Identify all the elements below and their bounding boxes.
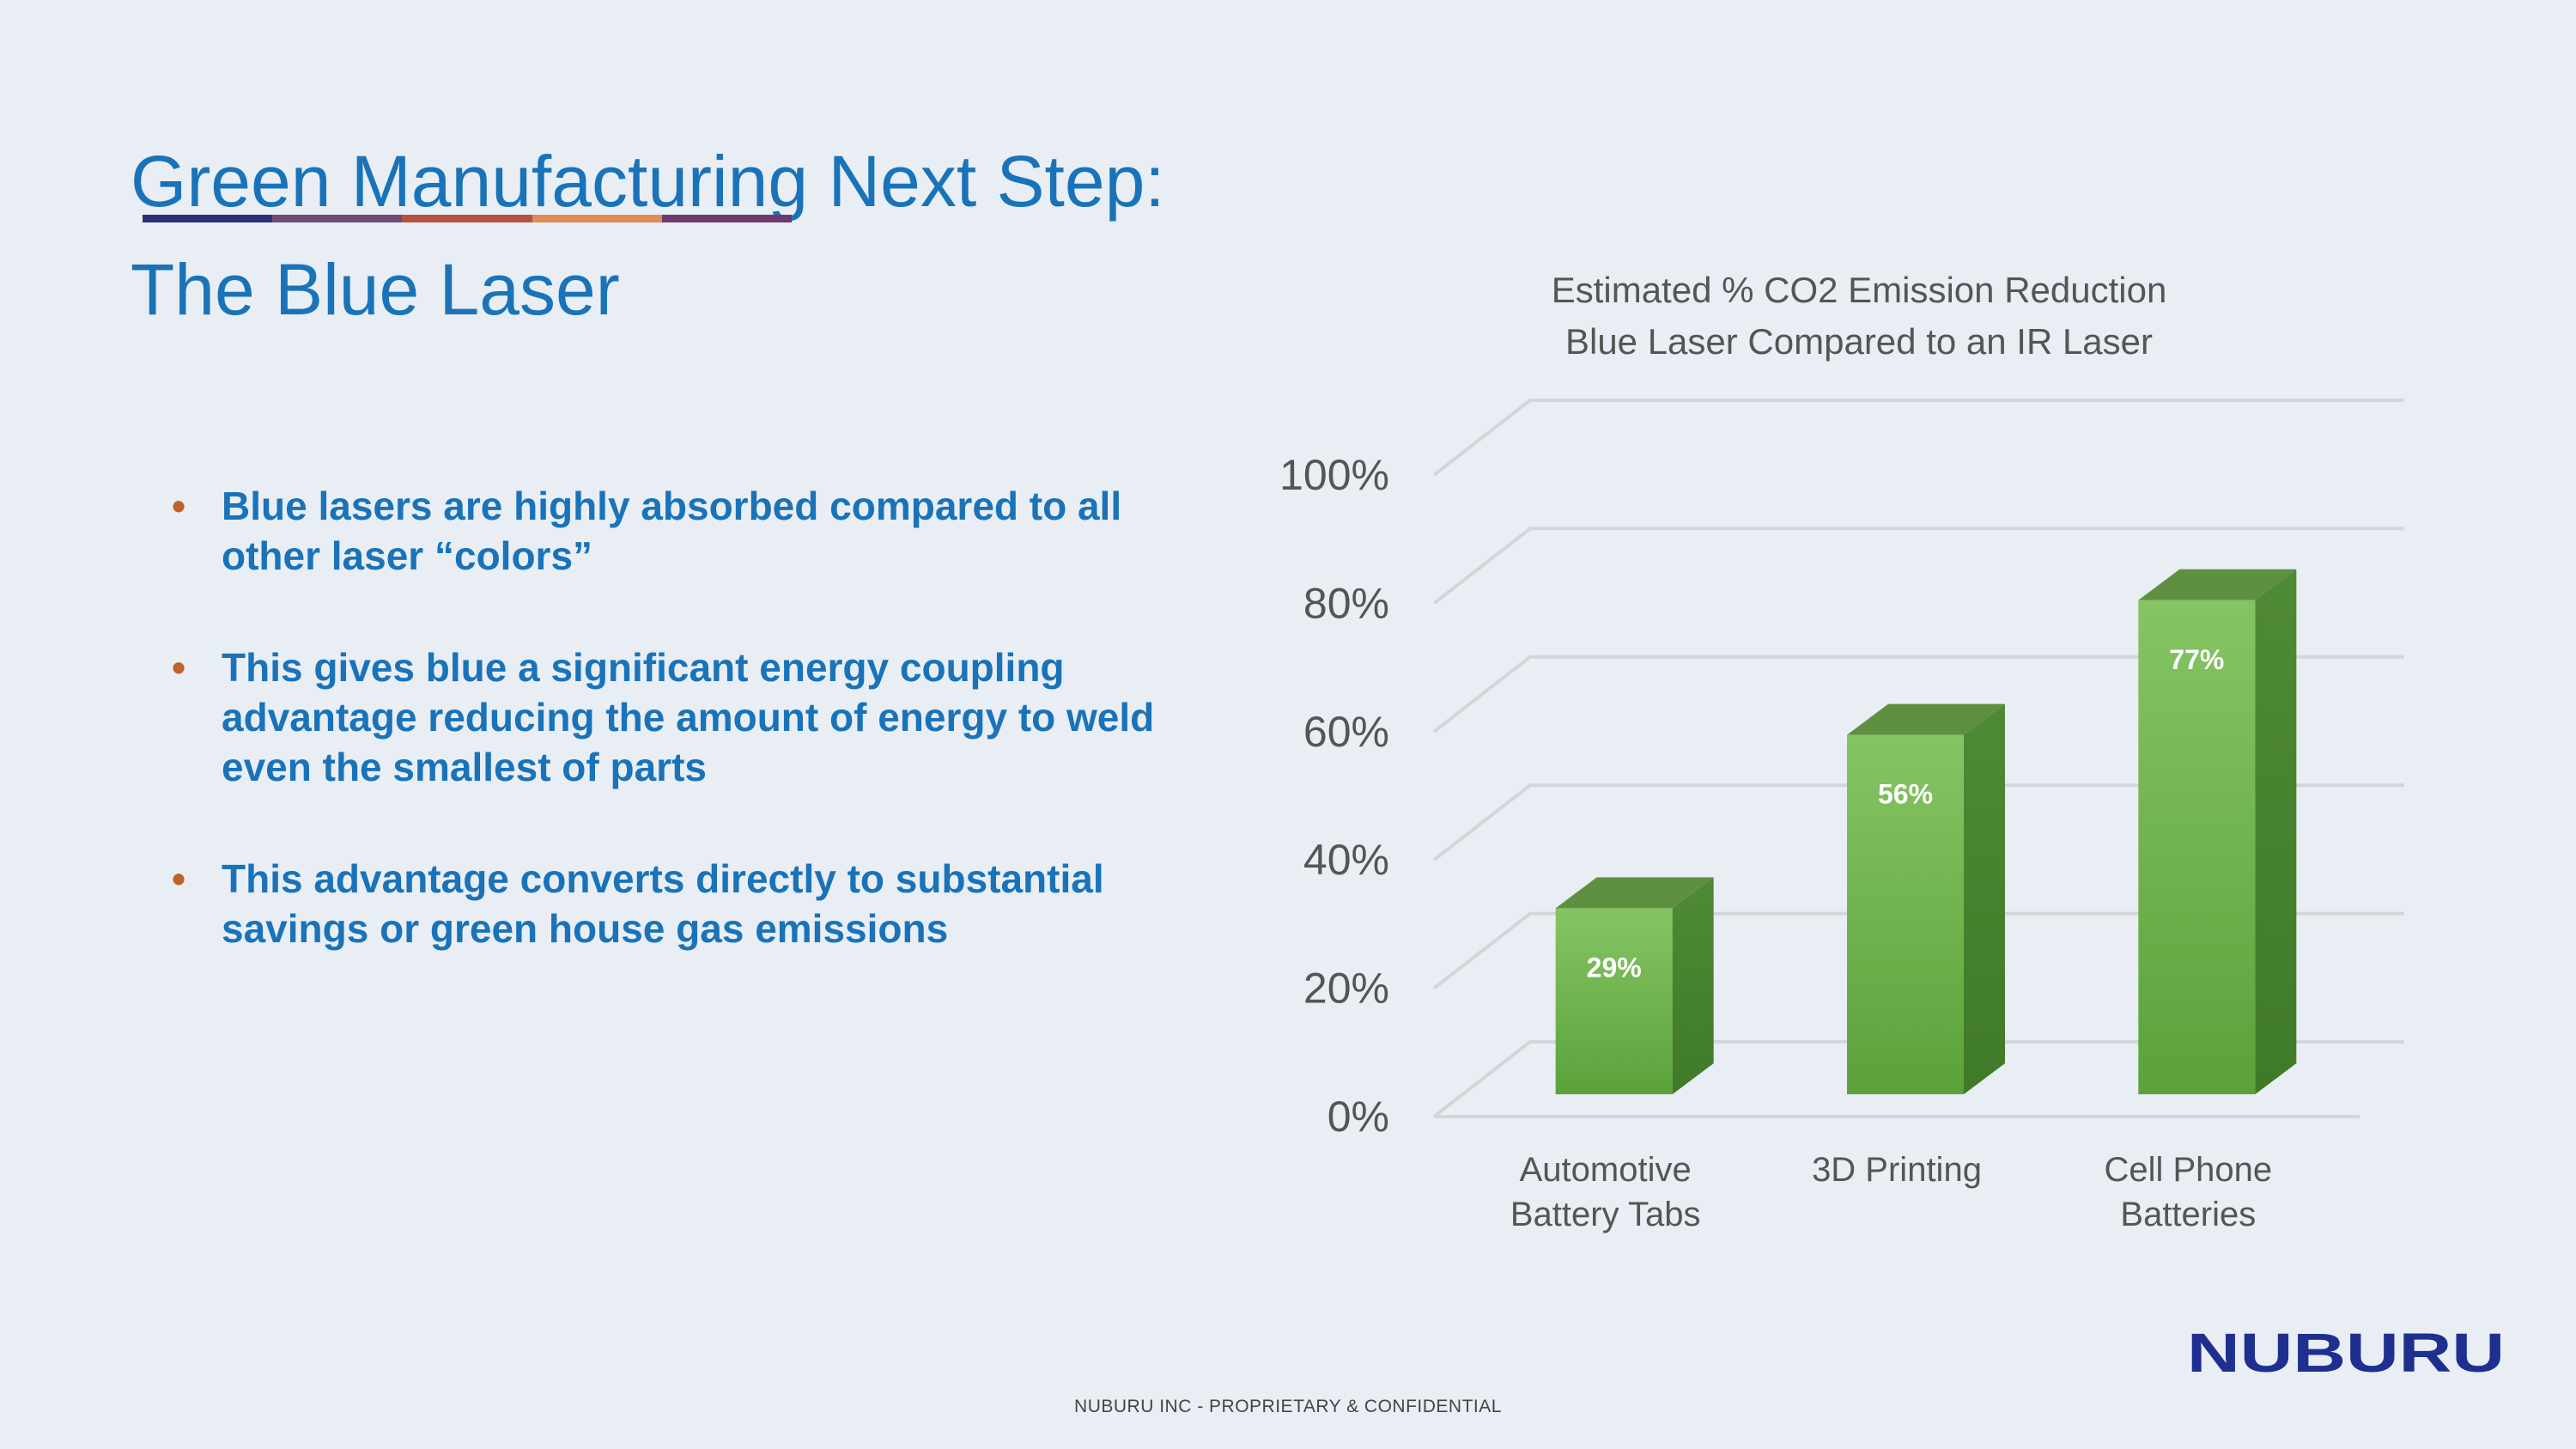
bullet-text: This advantage converts directly to subs… xyxy=(222,856,1104,951)
gridline xyxy=(1432,527,2404,605)
y-tick-label: 20% xyxy=(1303,965,1389,1013)
chart-title-line: Blue Laser Compared to an IR Laser xyxy=(1565,321,2153,362)
bar: 29% xyxy=(1555,877,1714,1094)
bullet-item: • This gives blue a significant energy co… xyxy=(172,642,1202,792)
bullet-dot-icon: • xyxy=(172,645,186,690)
bar-value-label: 77% xyxy=(2169,644,2224,675)
bar-top xyxy=(1555,877,1714,909)
bullet-text: This gives blue a significant energy cou… xyxy=(222,645,1155,789)
bullet-item: • Blue lasers are highly absorbed compare… xyxy=(172,481,1202,581)
title-underline-segment xyxy=(143,215,273,222)
slide-title: Green Manufacturing Next Step: The Blue … xyxy=(131,127,1165,344)
x-category-label: Battery Tabs xyxy=(1510,1196,1701,1233)
bar-front xyxy=(1847,734,1964,1094)
logo-wordmark: NUBURU xyxy=(2187,1327,2505,1379)
bar-top xyxy=(2138,569,2297,600)
bullet-list: • Blue lasers are highly absorbed compare… xyxy=(172,481,1202,1015)
x-axis-labels: Automotive Battery Tabs 3D Printing Cell Ph… xyxy=(1510,1151,2272,1233)
title-underline-segment xyxy=(272,215,403,222)
bullet-item: • This advantage converts directly to sub… xyxy=(172,854,1202,953)
gridline xyxy=(1432,399,2404,477)
floor-back-edge xyxy=(1432,1040,2404,1118)
confidential-footer: NUBURU INC - PROPRIETARY & CONFIDENTIAL xyxy=(1074,1397,1502,1416)
title-underline-segment xyxy=(661,215,793,222)
y-tick-label: 40% xyxy=(1303,836,1389,884)
bar-front xyxy=(2138,600,2256,1094)
x-category-label: Cell Phone xyxy=(2104,1151,2272,1189)
y-tick-label: 60% xyxy=(1303,708,1389,756)
bar-value-label: 56% xyxy=(1878,779,1933,810)
chart-title-line: Estimated % CO2 Emission Reduction xyxy=(1552,270,2167,310)
bar-side xyxy=(1672,877,1714,1094)
y-axis-ticks: 0% 20% 40% 60% 80% 100% xyxy=(1279,451,1389,1141)
bar-side xyxy=(1964,703,2005,1094)
bar-side xyxy=(2255,569,2297,1094)
gridline xyxy=(1432,654,2404,734)
y-tick-label: 100% xyxy=(1279,451,1389,499)
bar-front xyxy=(1555,908,1673,1094)
y-tick-label: 80% xyxy=(1303,579,1389,627)
bar-top xyxy=(1847,703,2005,735)
x-category-label: Automotive xyxy=(1520,1151,1692,1189)
chart-title: Estimated % CO2 Emission Reduction Blue L… xyxy=(1552,270,2167,362)
gridline xyxy=(1432,911,2404,990)
bar-value-label: 29% xyxy=(1587,952,1642,983)
title-underline xyxy=(143,215,793,222)
bar: 56% xyxy=(1847,703,2005,1094)
chart-gridlines xyxy=(1432,399,2404,1118)
bar: 77% xyxy=(2138,569,2297,1094)
title-underline-segment xyxy=(532,215,662,222)
gridline xyxy=(1432,783,2404,861)
y-tick-label: 0% xyxy=(1327,1093,1389,1141)
co2-reduction-chart: Estimated % CO2 Emission Reduction Blue L… xyxy=(1279,270,2404,1233)
bullet-dot-icon: • xyxy=(172,856,186,901)
title-line-2: The Blue Laser xyxy=(131,249,620,330)
title-underline-segment xyxy=(402,215,532,222)
title-line-1: Green Manufacturing Next Step: xyxy=(131,141,1165,222)
bullet-dot-icon: • xyxy=(172,484,186,528)
x-category-label: 3D Printing xyxy=(1812,1151,1982,1189)
x-category-label: Batteries xyxy=(2120,1196,2256,1233)
nuburu-logo: NUBURU xyxy=(2187,1327,2505,1379)
chart-bars: 29% 56% 77% xyxy=(1555,569,2297,1094)
bullet-text: Blue lasers are highly absorbed compared… xyxy=(222,484,1122,578)
